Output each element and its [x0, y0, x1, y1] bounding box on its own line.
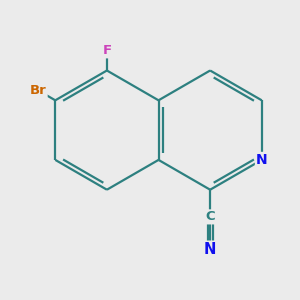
Text: Br: Br — [30, 84, 46, 97]
Text: C: C — [205, 210, 215, 224]
Text: N: N — [204, 242, 216, 257]
Text: F: F — [102, 44, 112, 57]
Text: N: N — [256, 153, 268, 167]
